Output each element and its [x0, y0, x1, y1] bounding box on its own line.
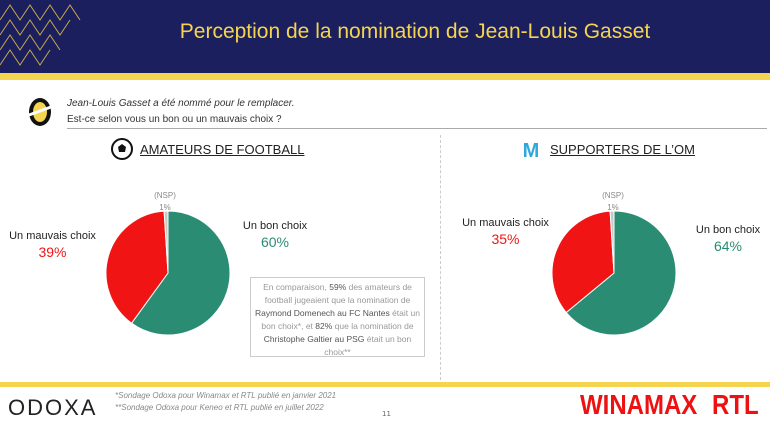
slice-good	[565, 210, 677, 336]
pie-chart-amateurs	[105, 210, 231, 336]
winamax-logo: WINAMAX	[580, 389, 698, 421]
good-label-om: Un bon choix 64%	[695, 224, 761, 254]
divider	[440, 135, 441, 380]
nsp-label-om: (NSP) 1%	[602, 191, 624, 212]
section-title-amateurs: AMATEURS DE FOOTBALL	[140, 142, 305, 157]
svg-text:M: M	[523, 140, 540, 162]
footer-stripe	[0, 382, 770, 387]
section-title-om: SUPPORTERS DE L’OM	[550, 142, 695, 157]
slice-bad	[105, 210, 169, 324]
question-line-1: Jean-Louis Gasset a été nommé pour le re…	[67, 98, 295, 109]
good-label-amateurs: Un bon choix 60%	[242, 220, 308, 250]
slice-nsp	[609, 210, 615, 274]
page-title: Perception de la nomination de Jean-Loui…	[179, 20, 651, 43]
question: Jean-Louis Gasset a été nommé pour le re…	[67, 96, 767, 129]
header-stripe	[0, 73, 770, 80]
om-logo-icon: M	[523, 140, 540, 162]
header: Perception de la nomination de Jean-Loui…	[0, 0, 770, 73]
question-line-2: Est-ce selon vous un bon ou un mauvais c…	[67, 114, 282, 125]
rtl-logo: RTL	[712, 389, 759, 421]
pie-chart-om	[551, 210, 677, 336]
slice-good	[130, 210, 231, 336]
chevron-pattern-icon	[0, 4, 81, 66]
odoxa-emblem-icon	[28, 98, 52, 126]
slice-bad	[551, 210, 615, 314]
page-number: 11	[382, 410, 391, 418]
odoxa-logo: ODOXA	[8, 395, 98, 420]
comparison-box: En comparaison, 59% des amateurs de foot…	[250, 277, 425, 357]
slice-nsp	[163, 210, 169, 274]
football-icon	[111, 138, 133, 160]
footnote-1: *Sondage Odoxa pour Winamax et RTL publi…	[115, 391, 337, 400]
footnote-2: **Sondage Odoxa pour Keneo et RTL publié…	[115, 403, 324, 412]
bad-label-om: Un mauvais choix 35%	[462, 217, 549, 247]
bad-label-amateurs: Un mauvais choix 39%	[9, 230, 96, 260]
nsp-label-amateurs: (NSP) 1%	[154, 191, 176, 212]
footnotes: *Sondage Odoxa pour Winamax et RTL publi…	[115, 390, 336, 414]
